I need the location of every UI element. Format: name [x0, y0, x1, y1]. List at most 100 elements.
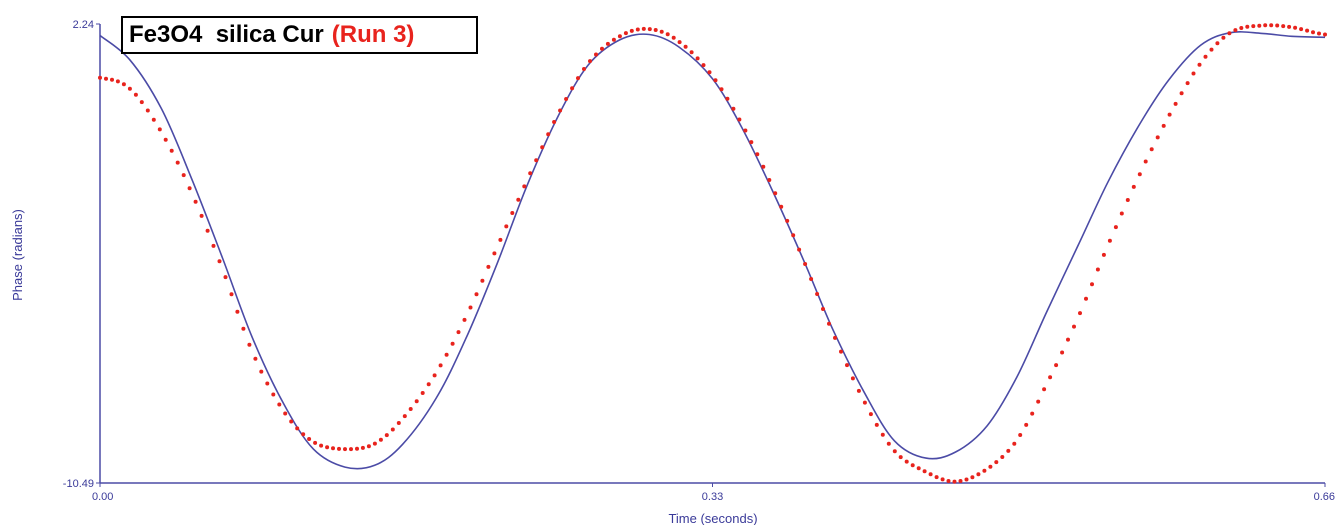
- data-point: [492, 251, 497, 256]
- data-point: [187, 186, 192, 191]
- data-point: [558, 108, 563, 113]
- data-point: [313, 440, 318, 445]
- data-point: [970, 475, 975, 480]
- data-point: [856, 388, 861, 393]
- data-point: [420, 391, 425, 395]
- data-point: [402, 414, 407, 419]
- data-point: [773, 191, 778, 196]
- data-point: [695, 56, 700, 61]
- data-point: [295, 426, 300, 431]
- data-point: [241, 326, 246, 331]
- data-point: [1084, 296, 1088, 301]
- data-point: [534, 158, 539, 163]
- data-point: [1281, 24, 1286, 29]
- data-point: [1101, 252, 1106, 257]
- data-point: [988, 464, 993, 469]
- data-point: [1203, 54, 1208, 59]
- series-layer: [98, 23, 1327, 484]
- data-point: [1311, 30, 1315, 35]
- data-point: [1066, 337, 1070, 342]
- data-point: [671, 35, 676, 40]
- data-point: [1012, 441, 1017, 446]
- data-point: [922, 469, 927, 474]
- data-point: [1269, 23, 1274, 28]
- data-point: [325, 445, 330, 450]
- data-point: [653, 28, 658, 32]
- data-point: [133, 92, 138, 97]
- data-point: [994, 460, 999, 465]
- data-point: [259, 369, 264, 374]
- data-point: [713, 78, 718, 83]
- data-point: [331, 446, 335, 451]
- data-point: [767, 178, 772, 182]
- data-point: [271, 392, 276, 397]
- data-point: [522, 184, 527, 189]
- data-point: [1221, 35, 1226, 40]
- data-point: [821, 307, 825, 311]
- data-point: [1018, 433, 1023, 437]
- data-point: [337, 446, 341, 451]
- data-point: [127, 86, 132, 91]
- data-point: [1233, 28, 1238, 33]
- data-point: [725, 96, 730, 101]
- data-point: [904, 459, 909, 464]
- y-tick-label: 2.24: [73, 19, 94, 31]
- data-point: [163, 137, 168, 142]
- data-point: [1036, 399, 1041, 404]
- data-point: [683, 44, 688, 49]
- data-point: [827, 321, 831, 326]
- data-point: [438, 363, 443, 368]
- data-point: [1137, 172, 1142, 177]
- data-point: [480, 278, 485, 283]
- data-point: [1245, 24, 1250, 29]
- data-point: [390, 427, 395, 432]
- data-point: [886, 441, 891, 446]
- data-point: [623, 31, 628, 36]
- data-point: [1131, 184, 1136, 189]
- data-point: [815, 292, 820, 296]
- data-point: [139, 100, 144, 105]
- data-point: [605, 41, 610, 46]
- data-point: [1215, 41, 1220, 46]
- data-point: [1006, 448, 1011, 453]
- data-point: [1209, 47, 1214, 52]
- data-point: [145, 108, 150, 113]
- data-point: [1060, 350, 1065, 355]
- data-point: [1197, 62, 1202, 67]
- data-point: [1149, 147, 1154, 152]
- data-point: [803, 262, 808, 266]
- series-line-fe3o4-silica-cur: [99, 31, 1326, 470]
- data-point: [570, 86, 575, 91]
- data-point: [510, 211, 515, 215]
- data-point: [1072, 324, 1076, 329]
- data-point: [898, 455, 903, 460]
- data-point: [958, 479, 963, 483]
- data-point: [964, 477, 969, 482]
- data-point: [247, 342, 252, 347]
- data-point: [868, 412, 873, 417]
- data-point: [343, 447, 347, 452]
- data-point: [1048, 375, 1053, 380]
- data-point: [629, 28, 634, 33]
- data-point: [552, 120, 557, 124]
- data-point: [414, 399, 419, 404]
- data-point: [1305, 28, 1310, 33]
- data-point: [617, 34, 622, 39]
- data-point: [360, 445, 365, 450]
- data-point: [1078, 311, 1082, 316]
- data-point: [797, 247, 802, 252]
- data-point: [1173, 101, 1178, 106]
- data-point: [504, 224, 509, 229]
- data-point: [1095, 267, 1100, 272]
- data-point: [1143, 159, 1148, 164]
- data-point: [1090, 282, 1094, 287]
- data-point: [349, 447, 353, 452]
- data-point: [659, 29, 664, 34]
- data-point: [516, 197, 521, 202]
- data-point: [205, 228, 210, 233]
- data-point: [432, 373, 437, 378]
- data-point: [217, 259, 222, 264]
- data-point: [1317, 31, 1321, 36]
- data-point: [283, 411, 288, 416]
